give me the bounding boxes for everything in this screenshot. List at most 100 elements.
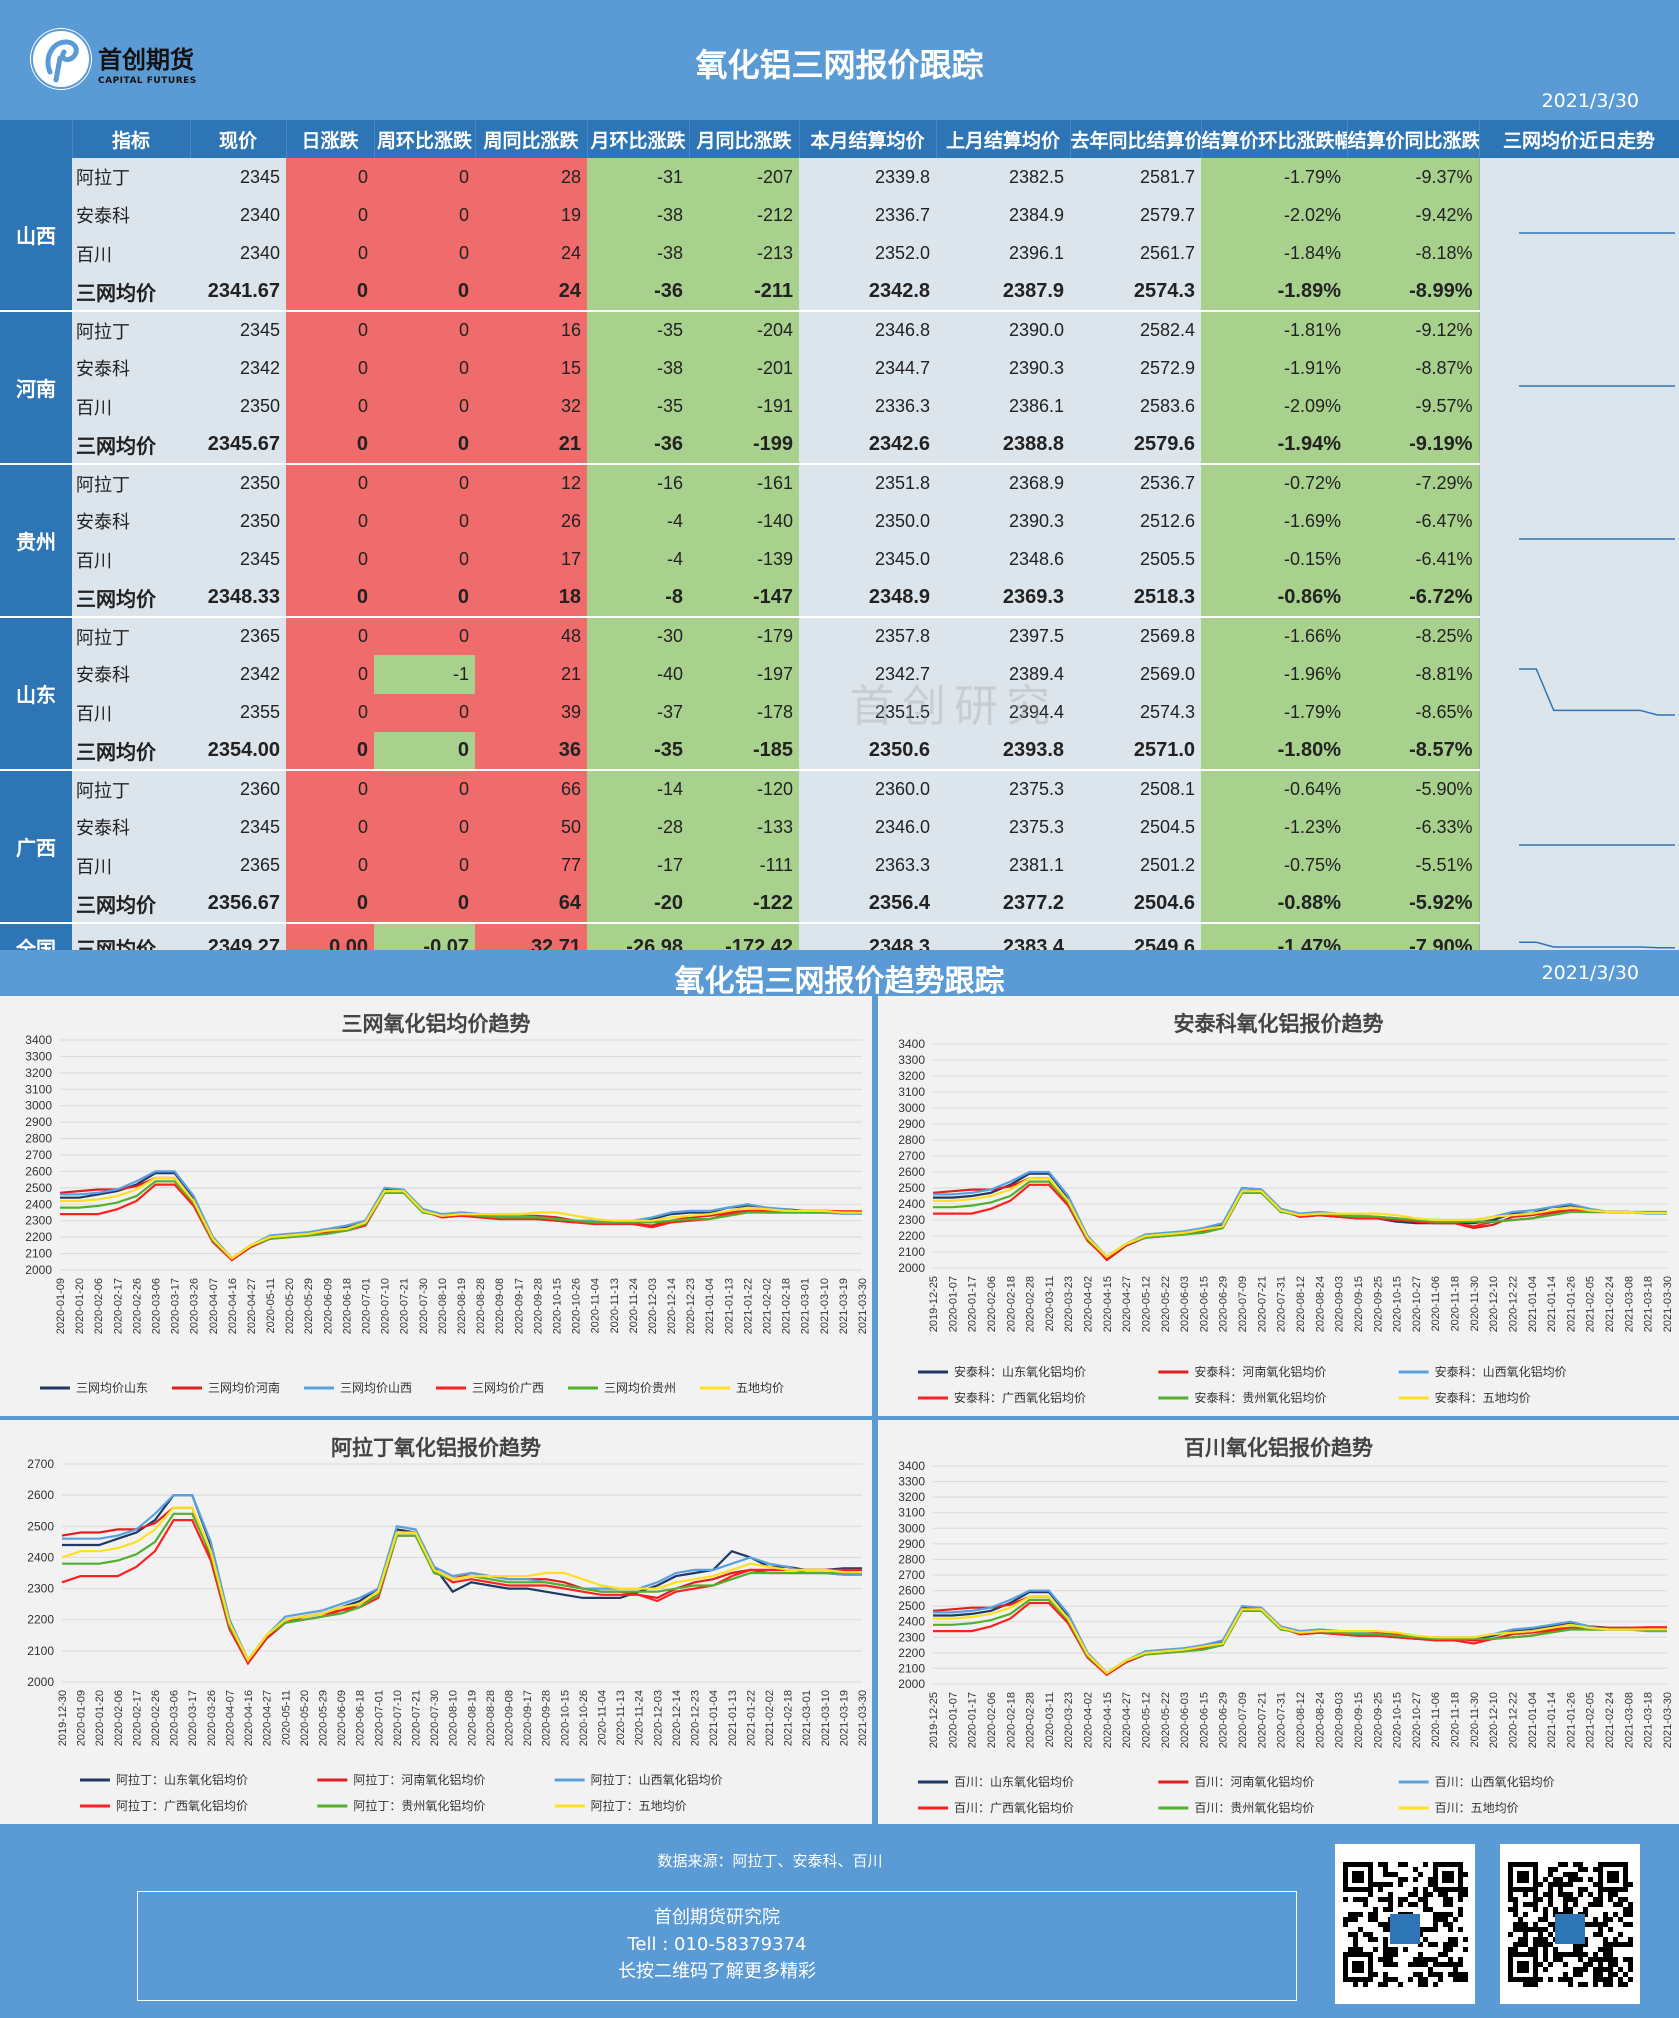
x-tick-label: 2020-03-17 — [187, 1690, 199, 1746]
table-cell: 2348.6 — [936, 540, 1070, 579]
x-tick-label: 2020-04-02 — [1083, 1692, 1095, 1748]
row-label: 三网均价 — [72, 731, 190, 772]
x-tick-label: 2020-09-08 — [494, 1278, 506, 1334]
table-cell: -8.87% — [1347, 349, 1479, 388]
series-line — [60, 1183, 862, 1262]
table-cell: 0 — [374, 425, 475, 466]
table-cell: -35 — [587, 731, 689, 772]
table-cell: -30 — [587, 617, 689, 656]
qr-code-left[interactable] — [1335, 1844, 1475, 2004]
table-cell: -16 — [587, 464, 689, 503]
x-tick-label: 2020-11-24 — [628, 1278, 640, 1333]
table-cell: 2569.8 — [1070, 617, 1201, 656]
x-tick-label: 2020-11-18 — [1450, 1276, 1462, 1331]
x-tick-label: 2020-03-23 — [1063, 1276, 1075, 1332]
header-cell: 结算价环比涨跌幅 — [1201, 120, 1348, 158]
table-row: 三网均价 2356.67 0 0 64 -20 -122 2356.4 2377.2 2504.6… — [0, 884, 1679, 925]
row-label: 安泰科 — [72, 196, 190, 235]
table-cell: 28 — [475, 158, 587, 197]
x-tick-label: 2020-09-28 — [541, 1690, 553, 1746]
table-cell: -0.75% — [1201, 846, 1347, 885]
x-tick-label: 2020-05-29 — [317, 1690, 329, 1746]
x-tick-label: 2020-03-23 — [1063, 1692, 1075, 1748]
y-tick-label: 2200 — [898, 1646, 925, 1660]
series-line — [933, 1595, 1667, 1675]
x-tick-label: 2020-10-26 — [578, 1690, 590, 1746]
table-cell: 17 — [475, 540, 587, 579]
table-cell: -31 — [587, 158, 689, 197]
header: 首创期货 CAPITAL FUTURES 氧化铝三网报价跟踪 2021/3/30 — [0, 0, 1679, 120]
table-cell: -199 — [689, 425, 799, 466]
table-row: 百川 2365 0 0 77 -17 -111 2363.3 2381.1 2501.2 -0.75… — [0, 846, 1679, 885]
x-tick-label: 2020-08-10 — [448, 1690, 460, 1746]
table-row: 广西 阿拉丁 2360 0 0 66 -14 -120 2360.0 2375.3 2508.1 -0… — [0, 770, 1679, 924]
x-tick-label: 2020-07-21 — [399, 1278, 411, 1334]
table-row: 三网均价 2341.67 0 0 24 -36 -211 2342.8 2387.9 2574.3… — [0, 272, 1679, 313]
x-tick-label: 2020-07-31 — [1276, 1276, 1288, 1332]
x-tick-label: 2020-07-21 — [1256, 1276, 1268, 1332]
table-cell: -28 — [587, 808, 689, 847]
table-cell: 64 — [475, 884, 587, 925]
y-tick-label: 2100 — [27, 1644, 54, 1658]
x-tick-label: 2021-01-14 — [1546, 1276, 1558, 1332]
slogan: 长按二维码了解更多精彩 — [618, 1961, 816, 1982]
y-tick-label: 2700 — [898, 1149, 925, 1163]
x-tick-label: 2020-07-10 — [380, 1278, 392, 1334]
x-tick-label: 2020-09-28 — [532, 1278, 544, 1334]
logo-text-en: CAPITAL FUTURES — [98, 76, 197, 86]
sparkline — [1519, 232, 1675, 234]
province-label: 贵州 — [0, 464, 72, 618]
table-cell: 2350 — [190, 387, 286, 426]
legend-label: 安泰科：山东氧化铝均价 — [954, 1364, 1086, 1379]
table-cell: -212 — [689, 196, 799, 235]
x-tick-label: 2019-12-25 — [928, 1276, 940, 1332]
table-cell: 0 — [374, 846, 475, 885]
row-label: 阿拉丁 — [72, 311, 190, 350]
table-row: 安泰科 2340 0 0 19 -38 -212 2336.7 2384.9 2579.7 -2.0… — [0, 196, 1679, 235]
x-tick-label: 2021-01-26 — [1565, 1276, 1577, 1332]
x-tick-label: 2020-01-09 — [55, 1278, 67, 1334]
table-cell: 2581.7 — [1070, 158, 1201, 197]
legend-label: 三网均价广西 — [472, 1381, 544, 1395]
row-label: 安泰科 — [72, 655, 190, 694]
table-cell: 0 — [286, 387, 374, 426]
table-cell: 21 — [475, 655, 587, 694]
table-cell: 2375.3 — [936, 770, 1070, 809]
province-label: 河南 — [0, 311, 72, 465]
y-tick-label: 2900 — [25, 1115, 52, 1129]
y-tick-label: 2300 — [898, 1630, 925, 1644]
x-tick-label: 2020-05-11 — [265, 1278, 277, 1333]
logo-icon — [30, 28, 92, 90]
y-tick-label: 2500 — [898, 1599, 925, 1613]
row-label: 三网均价 — [72, 884, 190, 925]
table-cell: 2569.0 — [1070, 655, 1201, 694]
legend-label: 阿拉丁：河南氧化铝均价 — [353, 1772, 485, 1787]
x-tick-label: 2020-10-27 — [1411, 1692, 1423, 1748]
table-cell: -1 — [374, 655, 475, 694]
table-cell: -0.72% — [1201, 464, 1347, 503]
legend-label: 阿拉丁：五地均价 — [591, 1798, 687, 1813]
qr-code-right[interactable] — [1500, 1844, 1640, 2004]
table-cell: -0.88% — [1201, 884, 1347, 925]
table-cell: 2348.33 — [190, 578, 286, 619]
x-tick-label: 2020-12-03 — [652, 1690, 664, 1746]
sparkline-cell — [1478, 311, 1679, 464]
table-cell: 0 — [286, 349, 374, 388]
x-tick-label: 2020-02-06 — [986, 1692, 998, 1748]
y-tick-label: 2100 — [25, 1247, 52, 1261]
table-cell: -1.81% — [1201, 311, 1347, 350]
table-cell: 2394.4 — [936, 693, 1070, 732]
x-tick-label: 2020-04-27 — [1121, 1692, 1133, 1748]
table-cell: 0 — [374, 578, 475, 619]
x-tick-label: 2021-02-24 — [1604, 1692, 1616, 1748]
legend-label: 阿拉丁：山西氧化铝均价 — [591, 1772, 723, 1787]
x-tick-label: 2020-11-18 — [1450, 1692, 1462, 1747]
table-cell: -20 — [587, 884, 689, 925]
x-tick-label: 2020-01-20 — [74, 1278, 86, 1334]
x-tick-label: 2020-12-23 — [690, 1690, 702, 1746]
x-tick-label: 2021-03-30 — [1662, 1276, 1674, 1332]
trend-section-header: 氧化铝三网报价趋势跟踪 2021/3/30 — [0, 950, 1679, 999]
line-chart: 2000 2100 2200 2300 2400 2500 2600 2700 2019-12-… — [27, 1457, 869, 1813]
table-cell: 0 — [374, 464, 475, 503]
x-tick-label: 2020-08-19 — [466, 1690, 478, 1746]
